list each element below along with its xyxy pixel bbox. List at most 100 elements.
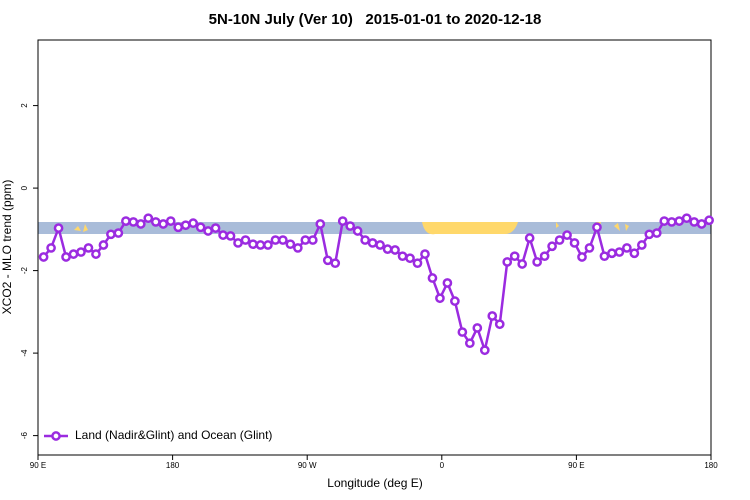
y-tick-label: -2: [20, 266, 29, 274]
data-point: [113, 228, 124, 238]
data-point: [494, 319, 505, 330]
y-tick-label: 2: [20, 103, 29, 108]
data-point: [46, 243, 56, 253]
data-point: [427, 273, 438, 283]
data-point: [592, 222, 602, 233]
data-point: [532, 257, 542, 267]
y-axis-label: XCO2 - MLO trend (ppm): [0, 180, 14, 315]
data-point: [248, 239, 258, 250]
data-point: [270, 235, 281, 245]
data-point: [352, 226, 363, 236]
data-point: [696, 219, 707, 229]
data-point: [659, 216, 670, 226]
land-patch: [422, 222, 518, 235]
legend-marker: [51, 431, 61, 441]
data-point: [420, 249, 430, 259]
data-point: [554, 235, 565, 245]
data-point: [315, 219, 326, 229]
data-point: [158, 219, 169, 229]
data-point: [382, 244, 393, 255]
data-point: [472, 323, 483, 333]
data-point: [307, 235, 318, 245]
data-point: [674, 216, 685, 226]
data-point: [412, 258, 423, 269]
data-point: [636, 240, 647, 250]
data-point: [651, 228, 662, 238]
data-point: [622, 243, 632, 253]
y-tick-label: -4: [20, 349, 29, 357]
data-point: [61, 252, 71, 262]
data-point: [457, 327, 468, 337]
data-point: [599, 251, 610, 262]
data-point: [173, 222, 184, 233]
x-tick-label: 90 E: [568, 461, 584, 470]
data-point: [210, 223, 221, 233]
data-point: [435, 293, 445, 304]
data-point: [150, 217, 161, 227]
data-point: [539, 251, 550, 262]
data-point: [666, 217, 677, 227]
data-point: [330, 258, 341, 269]
x-tick-label: 90 W: [298, 461, 317, 470]
data-point: [644, 229, 655, 240]
data-point: [91, 249, 101, 259]
data-point: [629, 248, 640, 259]
data-point: [38, 252, 49, 262]
data-point: [524, 233, 535, 243]
data-point: [263, 240, 273, 250]
data-point: [233, 238, 243, 248]
data-point: [135, 219, 146, 229]
data-point: [195, 222, 206, 233]
data-point: [569, 238, 580, 248]
data-point: [562, 230, 572, 240]
data-point: [442, 278, 453, 288]
data-point: [547, 241, 557, 252]
data-point: [479, 345, 490, 356]
data-point: [450, 296, 460, 306]
data-point: [143, 213, 154, 224]
data-point: [487, 311, 498, 321]
data-point: [278, 235, 288, 245]
x-tick-label: 0: [440, 461, 445, 470]
x-tick-label: 90 E: [30, 461, 46, 470]
chart-title: 5N-10N July (Ver 10) 2015-01-01 to 2020-…: [209, 11, 542, 28]
data-point: [240, 235, 251, 245]
data-point: [225, 231, 236, 241]
data-point: [502, 257, 513, 267]
x-tick-label: 180: [166, 461, 180, 470]
data-point: [464, 338, 475, 349]
data-point: [98, 240, 109, 250]
data-point: [367, 238, 378, 248]
data-point: [121, 216, 131, 226]
data-point: [689, 217, 700, 227]
data-point: [188, 218, 199, 229]
data-point: [607, 248, 617, 259]
legend-label: Land (Nadir&Glint) and Ocean (Glint): [75, 428, 272, 442]
plot-frame: [37, 39, 712, 456]
data-point: [83, 243, 94, 253]
data-point: [517, 259, 528, 269]
data-point: [203, 226, 213, 236]
x-tick-label: 180: [704, 461, 718, 470]
data-point: [106, 229, 116, 240]
data-point: [390, 245, 400, 255]
data-point: [300, 235, 311, 245]
data-point: [128, 217, 139, 227]
data-point: [68, 249, 79, 259]
data-point: [704, 215, 714, 226]
data-point: [337, 216, 348, 226]
data-line: [42, 216, 710, 355]
data-point: [681, 213, 692, 224]
data-point: [375, 240, 385, 250]
data-point: [76, 247, 86, 257]
y-tick-label: 0: [20, 185, 29, 190]
data-point: [397, 251, 408, 262]
data-point: [53, 223, 64, 233]
data-point: [293, 243, 303, 253]
data-point: [255, 240, 266, 250]
data-point: [405, 253, 415, 264]
data-point: [577, 252, 587, 262]
y-tick-label: -6: [20, 432, 29, 440]
x-axis-label: Longitude (deg E): [327, 476, 422, 490]
